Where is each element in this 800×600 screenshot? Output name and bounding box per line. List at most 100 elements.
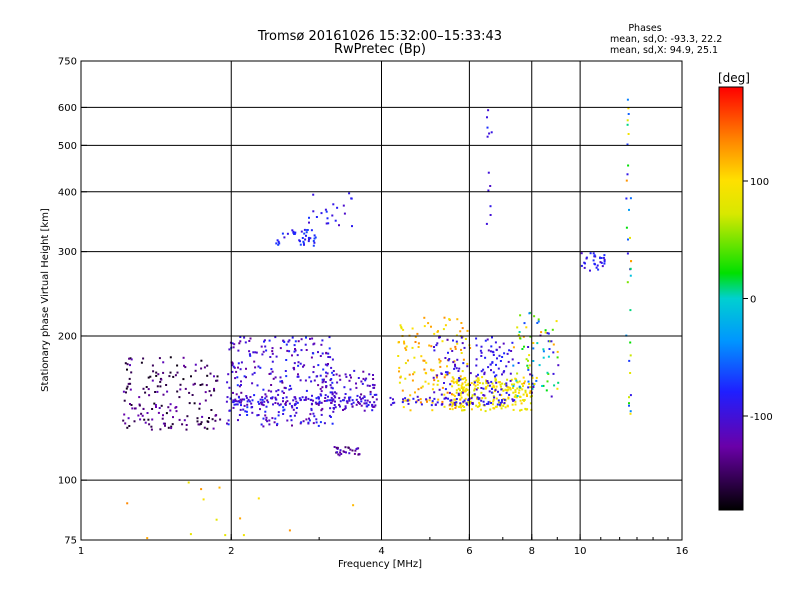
data-point bbox=[330, 378, 333, 380]
data-point bbox=[480, 370, 483, 373]
data-point bbox=[506, 378, 509, 381]
data-point bbox=[476, 396, 479, 399]
data-point bbox=[446, 391, 449, 394]
data-point bbox=[269, 356, 272, 358]
data-point bbox=[401, 389, 404, 392]
data-point bbox=[371, 396, 374, 399]
data-point bbox=[251, 373, 254, 376]
data-point bbox=[462, 388, 464, 391]
data-point bbox=[353, 452, 356, 455]
data-point bbox=[440, 393, 443, 396]
data-point bbox=[185, 428, 188, 431]
data-point bbox=[462, 378, 465, 381]
data-point bbox=[312, 193, 315, 196]
data-point bbox=[470, 397, 473, 400]
data-point bbox=[150, 428, 153, 431]
data-point bbox=[556, 356, 559, 359]
data-point bbox=[162, 393, 165, 396]
data-point bbox=[456, 318, 459, 321]
data-point bbox=[226, 381, 229, 384]
data-point bbox=[336, 206, 339, 209]
data-point bbox=[155, 406, 157, 408]
data-point bbox=[462, 405, 464, 407]
data-point bbox=[548, 348, 551, 350]
data-point bbox=[550, 340, 553, 343]
data-point bbox=[483, 403, 486, 406]
data-point bbox=[544, 331, 547, 334]
data-point bbox=[277, 414, 280, 417]
data-point bbox=[481, 376, 484, 379]
data-point bbox=[277, 402, 279, 405]
data-point bbox=[525, 326, 528, 329]
data-point bbox=[346, 400, 349, 403]
data-point bbox=[512, 399, 515, 402]
data-point bbox=[480, 399, 483, 402]
data-point bbox=[488, 400, 491, 403]
data-point bbox=[304, 379, 307, 382]
data-point bbox=[226, 422, 228, 425]
data-point bbox=[509, 379, 512, 382]
data-point bbox=[265, 405, 268, 408]
data-point bbox=[519, 399, 522, 402]
data-point bbox=[464, 390, 467, 393]
data-point bbox=[500, 394, 503, 397]
data-point bbox=[126, 385, 129, 388]
data-point bbox=[391, 402, 394, 405]
data-point bbox=[291, 336, 294, 339]
data-point bbox=[344, 446, 347, 449]
data-point bbox=[368, 373, 371, 376]
data-point bbox=[334, 391, 336, 394]
data-point bbox=[423, 359, 426, 362]
data-point bbox=[170, 425, 173, 428]
data-point bbox=[512, 391, 515, 394]
data-point bbox=[433, 332, 436, 335]
data-point bbox=[314, 236, 317, 239]
data-point bbox=[200, 421, 203, 424]
data-point bbox=[518, 389, 521, 392]
data-point bbox=[167, 426, 170, 429]
data-point bbox=[305, 349, 308, 351]
data-point bbox=[487, 349, 490, 352]
data-point bbox=[523, 382, 526, 385]
data-points bbox=[122, 98, 633, 540]
data-point bbox=[484, 397, 487, 400]
data-point bbox=[283, 341, 286, 343]
data-point bbox=[470, 382, 473, 385]
data-point bbox=[142, 357, 145, 360]
data-point bbox=[303, 364, 306, 367]
data-point bbox=[326, 399, 329, 402]
data-point bbox=[497, 367, 500, 370]
data-point bbox=[357, 453, 360, 456]
data-point bbox=[311, 337, 314, 340]
data-point bbox=[489, 350, 492, 353]
data-point bbox=[446, 371, 449, 374]
data-point bbox=[417, 388, 420, 391]
data-point bbox=[513, 383, 516, 386]
data-point bbox=[419, 398, 422, 401]
data-point bbox=[433, 391, 436, 394]
data-point bbox=[339, 400, 342, 403]
x-axis-label: Frequency [MHz] bbox=[338, 559, 422, 570]
data-point bbox=[249, 337, 252, 340]
data-point bbox=[529, 335, 532, 338]
data-point bbox=[480, 408, 482, 411]
data-point bbox=[603, 258, 606, 261]
data-point bbox=[453, 395, 456, 398]
data-point bbox=[305, 336, 307, 339]
data-point bbox=[527, 386, 530, 389]
data-point bbox=[321, 352, 324, 355]
data-point bbox=[457, 379, 460, 382]
data-point bbox=[361, 397, 364, 400]
data-point bbox=[188, 402, 191, 405]
data-point bbox=[365, 377, 368, 380]
data-point bbox=[248, 350, 251, 353]
data-point bbox=[325, 399, 328, 402]
data-point bbox=[232, 406, 235, 409]
data-point bbox=[145, 386, 148, 388]
data-point bbox=[423, 368, 426, 371]
colorbar-gradient bbox=[718, 86, 744, 511]
data-point bbox=[444, 324, 447, 327]
data-point bbox=[262, 404, 265, 407]
data-point bbox=[165, 412, 168, 415]
data-point bbox=[430, 404, 433, 407]
